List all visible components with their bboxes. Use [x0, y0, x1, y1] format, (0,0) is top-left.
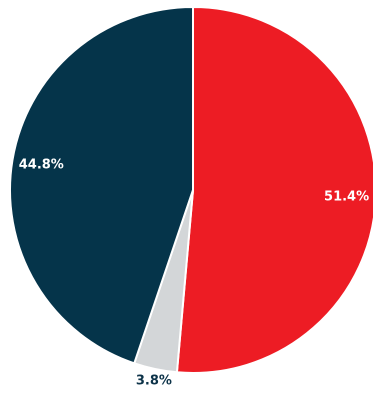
- pie-slice-label-2: 44.8%: [19, 158, 64, 173]
- pie-slice-label-1: 3.8%: [136, 374, 172, 389]
- pie-slice-label-0: 51.4%: [324, 189, 369, 204]
- pie-slice-0: [175, 6, 373, 374]
- pie-labels: 51.4% 3.8% 44.8%: [19, 158, 369, 389]
- pie-slices: [9, 6, 373, 374]
- pie-slice-2: [9, 6, 194, 365]
